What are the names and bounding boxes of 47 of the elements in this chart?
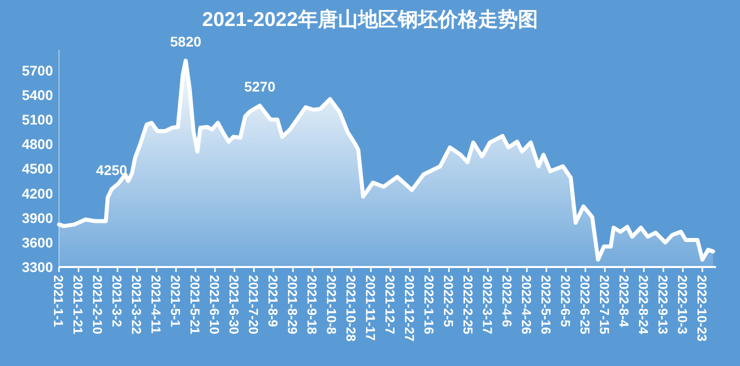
x-tick-label: 2022-2-5	[440, 275, 456, 328]
x-tick-label: 2021-5-1	[168, 275, 183, 328]
x-tick-label: 2022-3-17	[480, 275, 495, 334]
x-tick-label: 2021-7-20	[246, 275, 261, 334]
x-tick-label: 2022-7-15	[596, 275, 612, 334]
y-tick-label: 3600	[22, 234, 54, 250]
x-tick-label: 2021-8-9	[265, 275, 280, 328]
x-tick-label: 2022-4-6	[499, 275, 514, 328]
x-tick-label: 2021-11-17	[362, 275, 378, 341]
y-tick-label: 4800	[22, 136, 54, 152]
y-tick-label: 5700	[22, 62, 54, 78]
chart-title: 2021-2022年唐山地区钢坯价格走势图	[202, 8, 538, 31]
x-tick-label: 2021-4-11	[148, 275, 164, 334]
x-tick-label: 2021-1-1	[51, 275, 66, 328]
x-tick-label: 2021-10-28	[343, 275, 358, 342]
x-tick-label: 2021-3-2	[109, 275, 124, 328]
y-tick-label: 5400	[22, 87, 54, 104]
x-tick-label: 2022-5-16	[538, 275, 554, 334]
annotation: 5270	[244, 78, 276, 95]
x-tick-label: 2021-12-27	[402, 275, 417, 342]
x-tick-label: 2022-2-25	[460, 275, 476, 334]
x-tick-label: 2021-1-21	[70, 275, 86, 334]
x-tick-label: 2022-4-26	[518, 275, 534, 334]
y-tick-label: 3300	[22, 259, 54, 275]
x-tick-label: 2021-3-22	[128, 275, 144, 334]
y-tick-label: 5100	[22, 112, 54, 128]
annotation: 4250	[96, 162, 128, 178]
x-tick-label: 2021-8-29	[284, 275, 300, 334]
x-tick-label: 2021-12-7	[382, 275, 398, 334]
x-tick-label: 2021-2-10	[90, 275, 105, 334]
x-tick-label: 2022-9-13	[655, 275, 670, 334]
y-tick-label: 3900	[22, 210, 54, 226]
x-tick-label: 2021-5-21	[187, 275, 202, 334]
x-tick-label: 2021-10-8	[324, 275, 339, 334]
x-tick-label: 2022-8-24	[636, 275, 651, 336]
x-tick-label: 2022-6-5	[558, 275, 573, 328]
x-tick-label: 2021-9-18	[304, 275, 320, 334]
x-tick-label: 2022-8-4	[616, 275, 632, 328]
y-tick-label: 4500	[22, 160, 54, 177]
annotation: 5820	[170, 34, 202, 50]
x-tick-label: 2022-10-3	[674, 275, 690, 334]
x-tick-label: 2021-6-10	[206, 275, 222, 334]
x-tick-label: 2022-6-25	[577, 275, 592, 334]
x-tick-label: 2022-10-23	[694, 275, 710, 342]
x-tick-label: 2022-1-16	[421, 275, 436, 334]
y-tick-label: 4200	[22, 185, 54, 202]
x-tick-label: 2021-6-30	[226, 275, 242, 334]
